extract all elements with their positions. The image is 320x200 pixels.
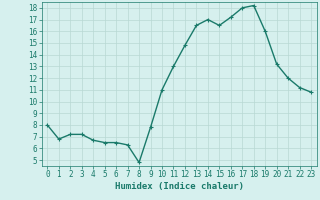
X-axis label: Humidex (Indice chaleur): Humidex (Indice chaleur) (115, 182, 244, 191)
